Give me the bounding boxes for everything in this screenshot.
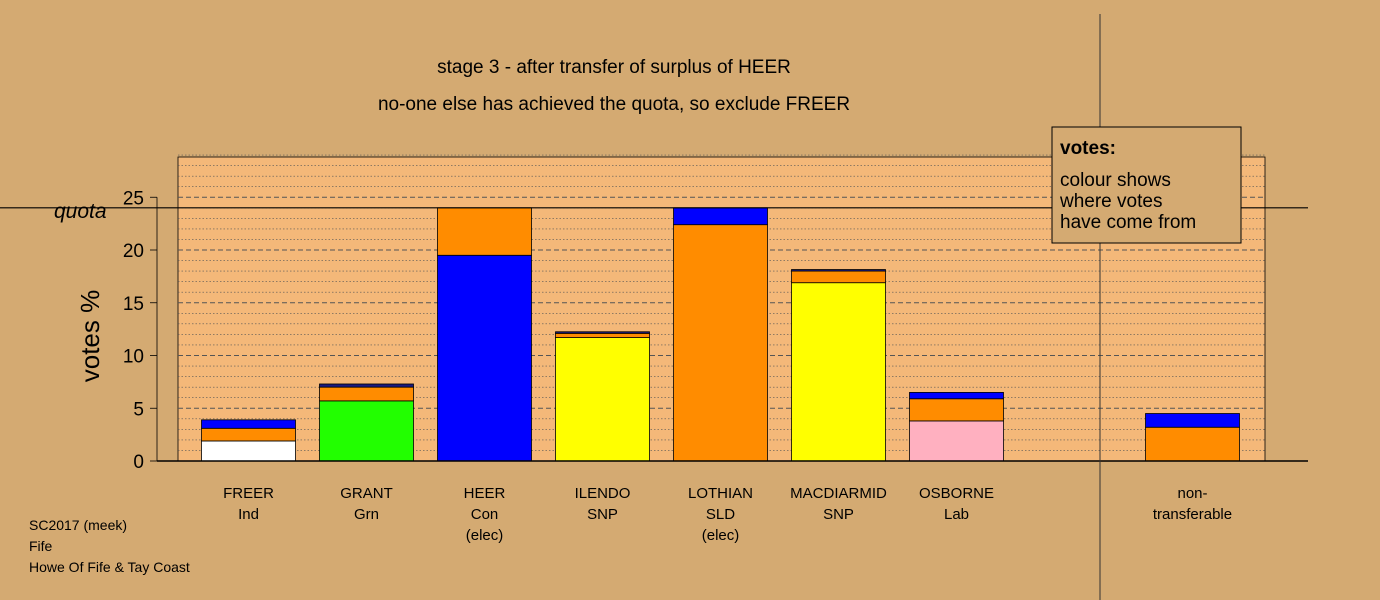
bar-segment xyxy=(201,427,296,442)
y-tick-label: 15 xyxy=(123,294,144,315)
bar-segment xyxy=(791,270,886,284)
bar-segment xyxy=(555,331,650,334)
legend-line-3: have come from xyxy=(1060,212,1196,233)
bar-segment xyxy=(909,398,1004,422)
y-axis-label: votes % xyxy=(75,290,105,383)
bar-segment xyxy=(1145,413,1240,428)
bar-segment xyxy=(201,419,296,429)
bar-segment xyxy=(1145,426,1240,462)
legend: votes: colour shows where votes have com… xyxy=(1051,126,1242,244)
bar-segment xyxy=(319,400,414,462)
bar-segment xyxy=(437,254,532,462)
x-tick-label: LOTHIAN xyxy=(688,485,753,502)
legend-line-2: where votes xyxy=(1059,191,1162,212)
x-tick-label: Con xyxy=(471,506,499,523)
bar-segment xyxy=(437,207,532,256)
bars xyxy=(0,207,1308,462)
x-tick-label: (elec) xyxy=(466,527,504,544)
x-axis-labels: FREER Ind GRANT Grn HEER Con (elec) ILENDO SNP LO… xyxy=(223,485,1232,544)
footer-line-2: Fife xyxy=(29,538,53,554)
bar-segment xyxy=(555,337,650,462)
bar-segment xyxy=(673,207,768,226)
x-tick-label: OSBORNE xyxy=(919,485,994,502)
x-tick-label: HEER xyxy=(464,485,506,502)
x-tick-label: MACDIARMID xyxy=(790,485,887,502)
bar-segment xyxy=(319,383,414,388)
x-tick-label: Grn xyxy=(354,506,379,523)
bar-segment xyxy=(791,269,886,272)
chart-title-line2: no-one else has achieved the quota, so e… xyxy=(378,94,850,115)
x-tick-label: (elec) xyxy=(702,527,740,544)
legend-heading: votes: xyxy=(1060,138,1116,159)
x-tick-label: SNP xyxy=(823,506,854,523)
bar-segment xyxy=(909,392,1004,400)
y-tick-label: 20 xyxy=(123,241,144,262)
x-tick-label: Lab xyxy=(944,506,969,523)
footer-line-3: Howe Of Fife & Tay Coast xyxy=(29,559,190,575)
x-tick-label: non- xyxy=(1177,485,1207,502)
y-axis: 0 5 10 15 20 25 xyxy=(123,188,158,473)
x-tick-label: ILENDO xyxy=(575,485,631,502)
bar-segment xyxy=(791,282,886,462)
bar-segment xyxy=(319,386,414,402)
x-tick-label: FREER xyxy=(223,485,274,502)
x-tick-label: transferable xyxy=(1153,506,1232,523)
chart-title-line1: stage 3 - after transfer of surplus of H… xyxy=(437,57,791,78)
legend-box xyxy=(1051,126,1242,244)
quota-label: quota xyxy=(54,200,107,223)
footer-line-1: SC2017 (meek) xyxy=(29,517,127,533)
x-tick-label: Ind xyxy=(238,506,259,523)
bar-segment xyxy=(673,224,768,462)
y-tick-label: 10 xyxy=(123,347,144,368)
y-tick-label: 25 xyxy=(123,188,144,209)
y-tick-label: 0 xyxy=(133,452,144,473)
legend-line-1: colour shows xyxy=(1060,170,1171,191)
bar-segment xyxy=(909,420,1004,462)
y-tick-label: 5 xyxy=(133,399,144,420)
x-tick-label: SNP xyxy=(587,506,618,523)
bar-segment xyxy=(201,440,296,462)
x-tick-label: SLD xyxy=(706,506,735,523)
x-tick-label: GRANT xyxy=(340,485,393,502)
bar-segment xyxy=(555,332,650,338)
